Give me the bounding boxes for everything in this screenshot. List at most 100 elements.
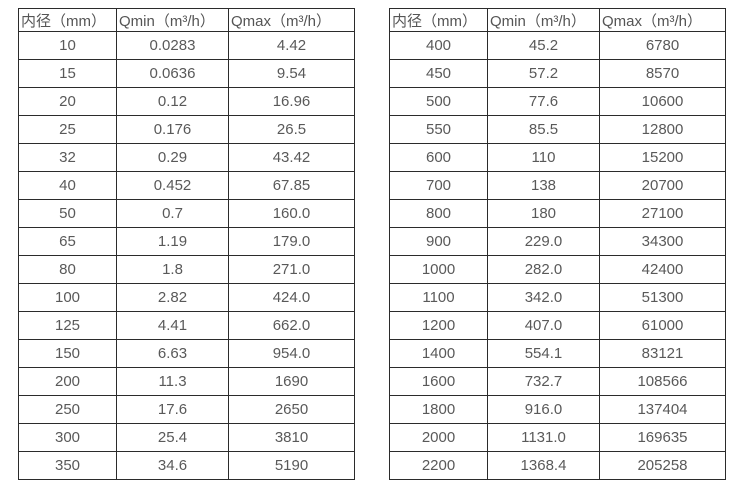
table-cell: 1.8 xyxy=(116,255,229,284)
header-row: 内径（mm） Qmin（m³/h） Qmax（m³/h） xyxy=(18,8,355,32)
table-row: 600 110 15200 xyxy=(389,143,726,172)
table-cell: 282.0 xyxy=(487,255,600,284)
table-cell: 2000 xyxy=(389,423,488,452)
table-row: 40 0.452 67.85 xyxy=(18,171,355,200)
table-row: 100 2.82 424.0 xyxy=(18,283,355,312)
table-row: 125 4.41 662.0 xyxy=(18,311,355,340)
table-cell: 125 xyxy=(18,311,117,340)
table-cell: 407.0 xyxy=(487,311,600,340)
table-row: 20 0.12 16.96 xyxy=(18,87,355,116)
table-cell: 11.3 xyxy=(116,367,229,396)
table-cell: 25 xyxy=(18,115,117,144)
table-row: 300 25.4 3810 xyxy=(18,423,355,452)
table-cell: 57.2 xyxy=(487,59,600,88)
table-row: 15 0.0636 9.54 xyxy=(18,59,355,88)
table-cell: 17.6 xyxy=(116,395,229,424)
table-cell: 0.12 xyxy=(116,87,229,116)
table-row: 1200 407.0 61000 xyxy=(389,311,726,340)
table-cell: 100 xyxy=(18,283,117,312)
table-cell: 10600 xyxy=(599,87,726,116)
table-cell: 1800 xyxy=(389,395,488,424)
table-cell: 15 xyxy=(18,59,117,88)
table-cell: 900 xyxy=(389,227,488,256)
table-cell: 954.0 xyxy=(228,339,355,368)
table-cell: 179.0 xyxy=(228,227,355,256)
table-cell: 1100 xyxy=(389,283,488,312)
table-cell: 250 xyxy=(18,395,117,424)
table-cell: 77.6 xyxy=(487,87,600,116)
table-cell: 138 xyxy=(487,171,600,200)
table-cell: 9.54 xyxy=(228,59,355,88)
table-cell: 6.63 xyxy=(116,339,229,368)
table-cell: 554.1 xyxy=(487,339,600,368)
table-cell: 85.5 xyxy=(487,115,600,144)
table-cell: 500 xyxy=(389,87,488,116)
table-cell: 1200 xyxy=(389,311,488,340)
column-header: 内径（mm） xyxy=(18,8,117,32)
table-row: 10 0.0283 4.42 xyxy=(18,31,355,60)
table-cell: 45.2 xyxy=(487,31,600,60)
table-cell: 110 xyxy=(487,143,600,172)
table-cell: 229.0 xyxy=(487,227,600,256)
table-cell: 1000 xyxy=(389,255,488,284)
table-cell: 2200 xyxy=(389,451,488,480)
table-cell: 1600 xyxy=(389,367,488,396)
table-cell: 662.0 xyxy=(228,311,355,340)
table-cell: 205258 xyxy=(599,451,726,480)
table-cell: 15200 xyxy=(599,143,726,172)
table-cell: 4.41 xyxy=(116,311,229,340)
table-cell: 800 xyxy=(389,199,488,228)
header-row: 内径（mm） Qmin（m³/h） Qmax（m³/h） xyxy=(389,8,726,32)
table-cell: 300 xyxy=(18,423,117,452)
table-row: 400 45.2 6780 xyxy=(389,31,726,60)
table-cell: 700 xyxy=(389,171,488,200)
table-cell: 32 xyxy=(18,143,117,172)
column-header: Qmax（m³/h） xyxy=(599,8,726,32)
table-cell: 5190 xyxy=(228,451,355,480)
table-row: 700 138 20700 xyxy=(389,171,726,200)
table-row: 65 1.19 179.0 xyxy=(18,227,355,256)
table-row: 900 229.0 34300 xyxy=(389,227,726,256)
table-cell: 67.85 xyxy=(228,171,355,200)
table-row: 1000 282.0 42400 xyxy=(389,255,726,284)
table-cell: 6780 xyxy=(599,31,726,60)
flow-range-table-left: 内径（mm） Qmin（m³/h） Qmax（m³/h） 10 0.0283 4.42 15… xyxy=(18,8,355,480)
table-cell: 916.0 xyxy=(487,395,600,424)
table-cell: 0.7 xyxy=(116,199,229,228)
table-row: 250 17.6 2650 xyxy=(18,395,355,424)
table-cell: 732.7 xyxy=(487,367,600,396)
table-cell: 0.452 xyxy=(116,171,229,200)
table-row: 80 1.8 271.0 xyxy=(18,255,355,284)
table-cell: 160.0 xyxy=(228,199,355,228)
table-cell: 1368.4 xyxy=(487,451,600,480)
table-row: 800 180 27100 xyxy=(389,199,726,228)
table-cell: 108566 xyxy=(599,367,726,396)
table-cell: 0.0636 xyxy=(116,59,229,88)
table-cell: 16.96 xyxy=(228,87,355,116)
table-row: 2000 1131.0 169635 xyxy=(389,423,726,452)
table-cell: 26.5 xyxy=(228,115,355,144)
table-cell: 150 xyxy=(18,339,117,368)
column-header: 内径（mm） xyxy=(389,8,488,32)
table-cell: 10 xyxy=(18,31,117,60)
table-row: 550 85.5 12800 xyxy=(389,115,726,144)
table-cell: 50 xyxy=(18,199,117,228)
table-cell: 400 xyxy=(389,31,488,60)
flow-range-table-right: 内径（mm） Qmin（m³/h） Qmax（m³/h） 400 45.2 6780 450… xyxy=(389,8,726,480)
table-cell: 137404 xyxy=(599,395,726,424)
table-row: 1400 554.1 83121 xyxy=(389,339,726,368)
table-cell: 3810 xyxy=(228,423,355,452)
table-cell: 51300 xyxy=(599,283,726,312)
table-cell: 43.42 xyxy=(228,143,355,172)
table-cell: 65 xyxy=(18,227,117,256)
table-cell: 1131.0 xyxy=(487,423,600,452)
table-cell: 1690 xyxy=(228,367,355,396)
table-cell: 20 xyxy=(18,87,117,116)
table-cell: 271.0 xyxy=(228,255,355,284)
table-cell: 61000 xyxy=(599,311,726,340)
table-cell: 12800 xyxy=(599,115,726,144)
table-row: 25 0.176 26.5 xyxy=(18,115,355,144)
table-cell: 83121 xyxy=(599,339,726,368)
table-cell: 424.0 xyxy=(228,283,355,312)
